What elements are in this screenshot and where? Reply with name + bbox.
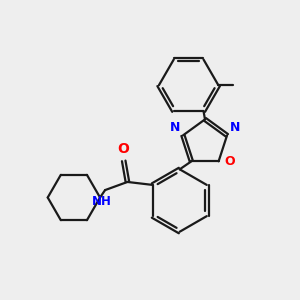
Text: O: O: [117, 142, 129, 155]
Text: O: O: [224, 155, 235, 168]
Text: N: N: [230, 121, 240, 134]
Text: N: N: [170, 121, 181, 134]
Text: NH: NH: [92, 195, 112, 208]
